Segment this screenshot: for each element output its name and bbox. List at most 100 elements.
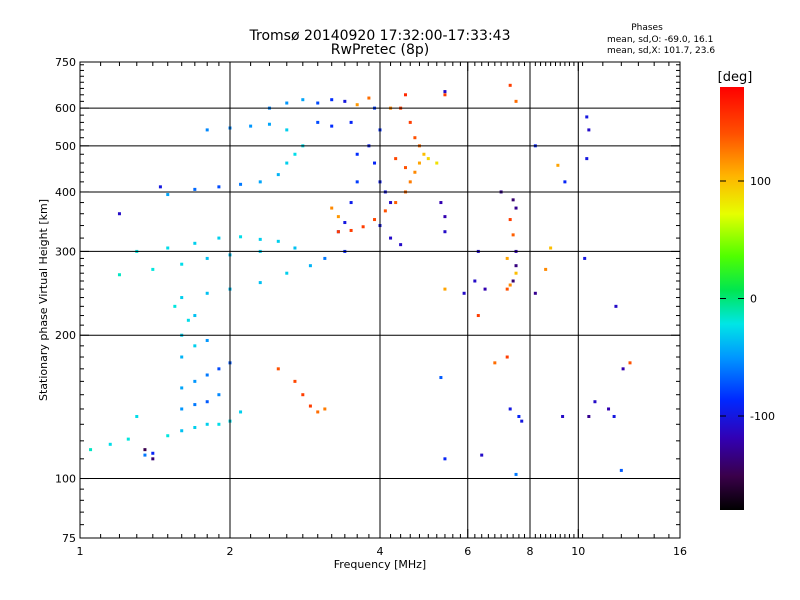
echo-point <box>239 182 243 186</box>
echo-point <box>399 243 403 247</box>
echo-point <box>186 318 190 322</box>
y-tick-label: 300 <box>55 245 76 258</box>
echo-point <box>166 246 170 250</box>
y-axis-label: Stationary phase Virtual Height [km] <box>37 199 50 401</box>
echo-point <box>355 152 359 156</box>
echo-point <box>587 414 591 418</box>
echo-point <box>480 453 484 457</box>
echo-point <box>408 120 412 124</box>
echo-point <box>117 273 121 277</box>
echo-point <box>355 103 359 107</box>
echo-point <box>413 170 417 174</box>
echo-point <box>205 291 209 295</box>
echo-point <box>343 221 347 225</box>
y-tick-label: 750 <box>55 56 76 69</box>
echo-point <box>316 120 320 124</box>
y-tick-label: 75 <box>62 532 76 545</box>
echo-point <box>349 120 353 124</box>
echo-point <box>217 393 221 397</box>
echo-point <box>476 314 480 318</box>
echo-point <box>394 157 398 161</box>
echo-point <box>293 246 297 250</box>
echo-point <box>417 161 421 165</box>
echo-point <box>316 410 320 414</box>
echo-point <box>435 161 439 165</box>
x-tick-label: 16 <box>673 545 687 558</box>
echo-point <box>89 448 93 452</box>
echo-point <box>408 180 412 184</box>
y-tick-label: 500 <box>55 140 76 153</box>
echo-point <box>373 161 377 165</box>
echo-point <box>517 414 521 418</box>
y-tick-label: 400 <box>55 186 76 199</box>
echo-point <box>316 101 320 105</box>
echo-point <box>180 355 184 359</box>
echo-point <box>520 419 524 423</box>
echo-point <box>563 180 567 184</box>
x-tick-label: 1 <box>77 545 84 558</box>
echo-point <box>258 237 262 241</box>
echo-point <box>180 262 184 266</box>
echo-point <box>367 96 371 100</box>
echo-point <box>151 267 155 271</box>
grid-layer <box>80 62 680 538</box>
echo-point <box>422 152 426 156</box>
echo-point <box>585 157 589 161</box>
echo-point <box>217 367 221 371</box>
echo-point <box>143 453 147 457</box>
echo-point <box>614 304 618 308</box>
y-axis-ticks: 75 100 200 300 400 500 600 750 <box>55 56 680 545</box>
echo-point <box>505 287 509 291</box>
echo-point <box>117 212 121 216</box>
x-tick-label: 2 <box>227 545 234 558</box>
echo-point <box>403 93 407 97</box>
echo-point <box>193 425 197 429</box>
echo-point <box>355 180 359 184</box>
echo-point <box>514 271 518 275</box>
colorbar-tick-label: -100 <box>750 410 775 423</box>
echo-point <box>308 264 312 268</box>
echo-point <box>389 236 393 240</box>
echo-point <box>439 201 443 205</box>
echo-point <box>343 99 347 103</box>
echo-point <box>205 256 209 260</box>
echo-point <box>505 256 509 260</box>
echo-point <box>443 457 447 461</box>
echo-point <box>308 404 312 408</box>
echo-point <box>373 218 377 222</box>
colorbar-label: [deg] <box>718 70 753 85</box>
echo-point <box>249 124 253 128</box>
echo-point <box>508 83 512 87</box>
echo-point <box>158 185 162 189</box>
echo-point <box>389 201 393 205</box>
echo-point <box>180 429 184 433</box>
echo-point <box>443 287 447 291</box>
echo-point <box>166 434 170 438</box>
echo-point <box>285 128 289 132</box>
echo-point <box>143 448 147 452</box>
echo-point <box>621 367 625 371</box>
echo-point <box>511 198 515 202</box>
echo-point <box>508 407 512 411</box>
echo-point <box>349 228 353 232</box>
echo-point <box>151 451 155 455</box>
echo-point <box>583 256 587 260</box>
echo-point <box>323 256 327 260</box>
colorbar-tick-label: 100 <box>750 175 771 188</box>
echo-point <box>549 246 553 250</box>
echo-point <box>193 187 197 191</box>
echo-point <box>361 225 365 229</box>
echo-point <box>205 422 209 426</box>
echo-point <box>193 314 197 318</box>
echo-point <box>585 115 589 119</box>
colorbar-ticks: 100 0 -100 <box>720 175 775 423</box>
echo-point <box>505 355 509 359</box>
echo-point <box>394 201 398 205</box>
scatter-points-layer <box>89 83 632 476</box>
echo-point <box>285 161 289 165</box>
echo-point <box>544 267 548 271</box>
echo-point <box>239 235 243 239</box>
colorbar-tick-label: 0 <box>750 293 757 306</box>
echo-point <box>443 93 447 97</box>
echo-point <box>511 233 515 237</box>
